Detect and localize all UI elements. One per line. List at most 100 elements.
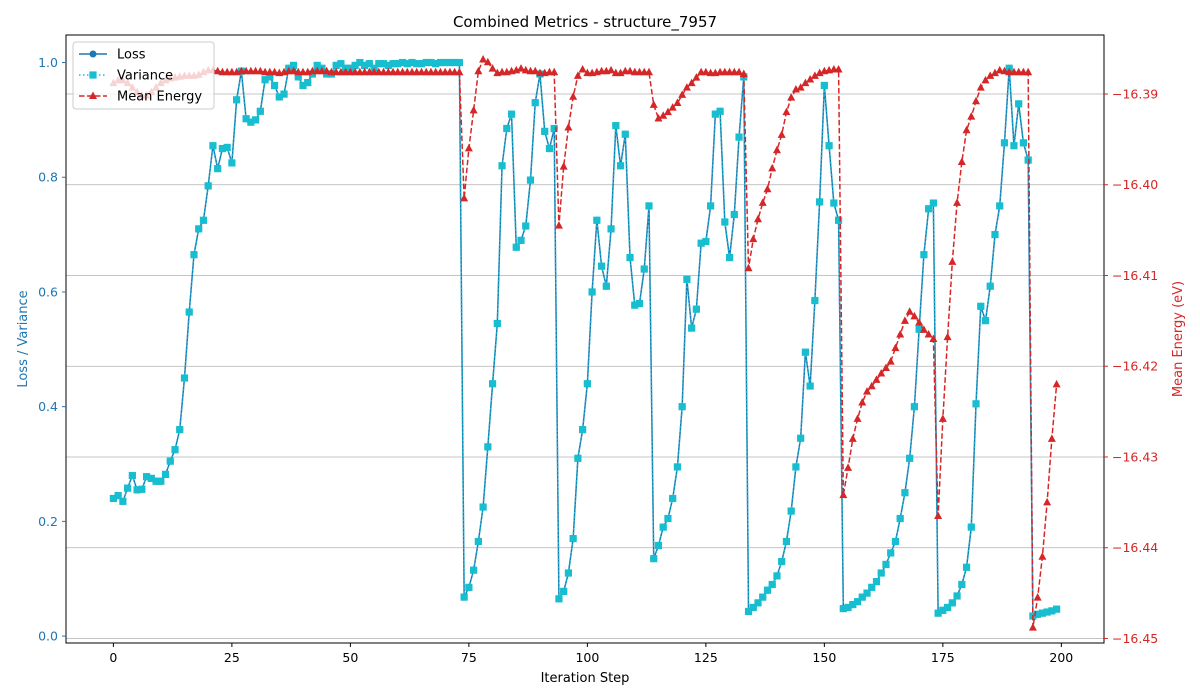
mean-energy-point (891, 343, 900, 352)
variance-point (394, 60, 402, 68)
mean-energy-point (474, 66, 483, 75)
mean-energy-point (573, 71, 582, 79)
variance-point (887, 549, 895, 557)
variance-point (512, 243, 520, 251)
mean-energy-point (858, 398, 867, 406)
variance-point (797, 434, 805, 442)
mean-energy-point (758, 198, 767, 206)
variance-point (294, 73, 302, 81)
x-tick-label: 100 (575, 650, 599, 665)
variance-point (920, 251, 928, 259)
x-tick-label: 200 (1049, 650, 1073, 665)
variance-point (872, 578, 881, 586)
variance-point (289, 61, 298, 69)
mean-energy-point (692, 73, 701, 81)
variance-point (574, 454, 582, 462)
variance-point (607, 225, 615, 233)
variance-point (526, 176, 535, 184)
mean-energy-point (559, 162, 568, 170)
mean-energy-point (460, 193, 469, 202)
mean-energy-point (654, 113, 663, 122)
mean-energy-point (886, 357, 895, 365)
variance-point (863, 589, 871, 597)
variance-point (171, 446, 179, 454)
variance-point (858, 593, 866, 601)
right-y-tick-label: −16.45 (1112, 631, 1158, 646)
legend-label: Loss (117, 48, 146, 63)
variance-point (962, 563, 971, 571)
mean-energy-point (957, 157, 966, 166)
variance-point (379, 60, 388, 68)
mean-energy-point (877, 368, 886, 377)
right-y-tick-label: −16.44 (1112, 540, 1158, 555)
variance-point (759, 593, 767, 601)
mean-energy-point (488, 64, 497, 72)
mean-energy-point (962, 125, 971, 134)
variance-point (839, 604, 847, 613)
mean-energy-point (483, 57, 492, 66)
right-y-tick-label: −16.43 (1112, 449, 1158, 464)
plot-frame (65, 34, 1105, 644)
mean-energy-point (1052, 379, 1061, 388)
mean-energy-point (915, 318, 924, 326)
variance-point (161, 470, 170, 478)
x-axis-label: Iteration Step (541, 671, 630, 686)
mean-energy-point (981, 75, 990, 84)
variance-point (597, 262, 606, 270)
variance-point (446, 58, 454, 67)
mean-energy-point (801, 78, 810, 87)
variance-point (304, 79, 312, 87)
grid-lines (66, 93, 1104, 639)
variance-point (337, 60, 345, 68)
mean-energy-point (569, 92, 578, 100)
variance-point (849, 600, 857, 609)
mean-energy-point (896, 329, 905, 338)
variance-point (972, 400, 980, 408)
variance-point (545, 144, 554, 153)
variance-point (517, 236, 525, 244)
variance-point (602, 282, 610, 290)
x-tick-label: 75 (461, 650, 477, 665)
variance-point (124, 484, 132, 492)
mean-energy-point (872, 375, 881, 383)
mean-energy-point (517, 64, 526, 72)
variance-point (673, 463, 682, 471)
mean-energy-point (531, 66, 540, 75)
mean-energy-point (644, 67, 653, 76)
variance-point (142, 473, 151, 481)
variance-point (1048, 607, 1056, 615)
variance-point (659, 523, 667, 531)
mean-energy-point (938, 414, 947, 422)
mean-energy-point (863, 387, 872, 395)
mean-energy-point (455, 67, 464, 76)
mean-energy-point (682, 83, 691, 91)
variance-point (138, 485, 146, 493)
variance-point (763, 586, 772, 594)
mean-energy-point (626, 66, 635, 75)
mean-energy-point (663, 107, 672, 116)
variance-point (1010, 142, 1018, 150)
variance-point (403, 60, 411, 68)
variance-point (119, 497, 127, 505)
variance-point (721, 218, 729, 226)
variance-point (427, 58, 435, 67)
mean-energy-point (1024, 67, 1033, 76)
variance-point (361, 61, 369, 69)
variance-point (986, 282, 994, 290)
mean-energy-point (806, 74, 815, 83)
mean-energy-point (768, 163, 777, 172)
variance-point (498, 162, 506, 170)
variance-point (825, 142, 833, 150)
variance-point (816, 198, 824, 206)
variance-point (853, 598, 862, 606)
variance-point (1034, 610, 1042, 618)
variance-point (541, 127, 549, 135)
variance-point (820, 81, 828, 90)
variance-point (436, 58, 445, 67)
variance-point (128, 471, 136, 480)
variance-point (190, 251, 198, 259)
variance-point (550, 124, 558, 133)
mean-energy-point (739, 69, 748, 78)
left-y-tick-label: 0.0 (38, 629, 58, 644)
variance-point (152, 477, 160, 485)
